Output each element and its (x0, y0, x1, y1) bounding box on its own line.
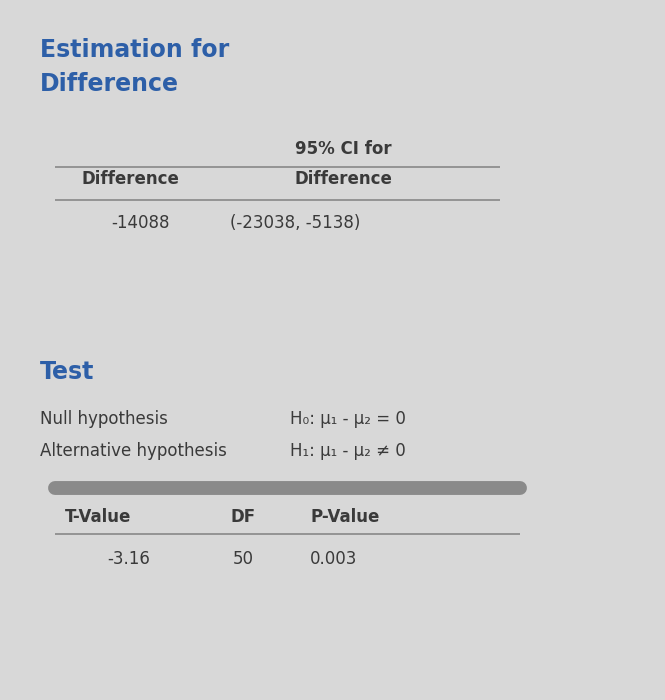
Text: Difference: Difference (81, 170, 179, 188)
Text: Null hypothesis: Null hypothesis (40, 410, 168, 428)
Text: -14088: -14088 (112, 214, 170, 232)
Text: 95% CI for: 95% CI for (295, 140, 392, 158)
Text: 50: 50 (233, 550, 253, 568)
Text: H₁: μ₁ - μ₂ ≠ 0: H₁: μ₁ - μ₂ ≠ 0 (290, 442, 406, 460)
Text: DF: DF (230, 508, 255, 526)
Text: Estimation for: Estimation for (40, 38, 229, 62)
Text: T-Value: T-Value (65, 508, 132, 526)
Text: 0.003: 0.003 (310, 550, 357, 568)
Text: (-23038, -5138): (-23038, -5138) (230, 214, 360, 232)
Text: -3.16: -3.16 (107, 550, 150, 568)
Text: P-Value: P-Value (310, 508, 379, 526)
Text: H₀: μ₁ - μ₂ = 0: H₀: μ₁ - μ₂ = 0 (290, 410, 406, 428)
Text: Alternative hypothesis: Alternative hypothesis (40, 442, 227, 460)
Text: Test: Test (40, 360, 94, 384)
Text: Difference: Difference (295, 170, 393, 188)
Text: Difference: Difference (40, 72, 179, 96)
